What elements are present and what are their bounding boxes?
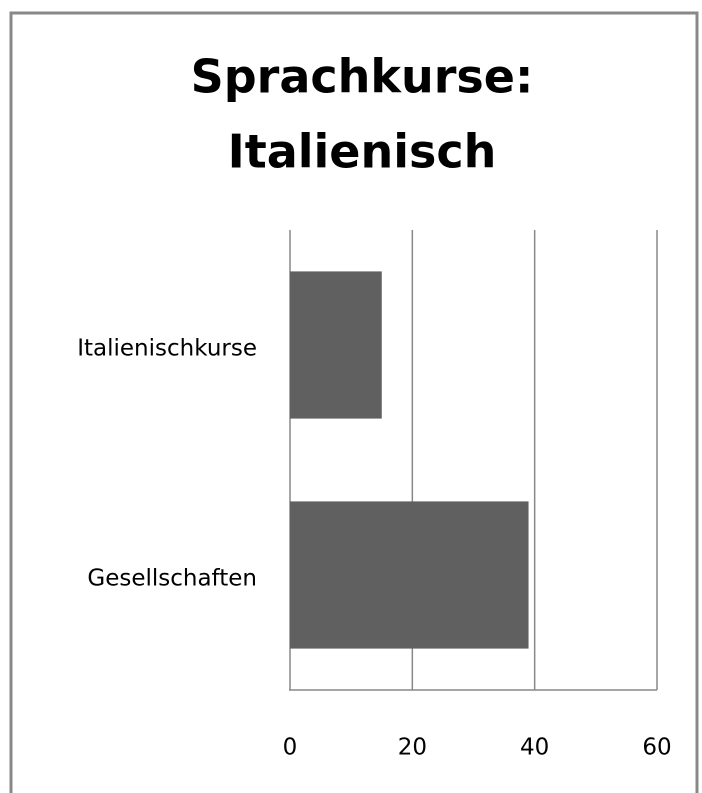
bar bbox=[290, 271, 382, 419]
x-tick-label: 40 bbox=[520, 735, 549, 761]
bar bbox=[290, 501, 529, 649]
chart-title: Sprachkurse: bbox=[191, 50, 534, 104]
x-tick-label: 20 bbox=[398, 735, 427, 761]
x-tick-label: 0 bbox=[283, 735, 298, 761]
y-tick-label: Italienischkurse bbox=[77, 336, 257, 362]
y-tick-label: Gesellschaften bbox=[87, 566, 257, 592]
chart-title: Italienisch bbox=[228, 125, 497, 179]
x-tick-label: 60 bbox=[642, 735, 671, 761]
frame bbox=[9, 11, 699, 793]
